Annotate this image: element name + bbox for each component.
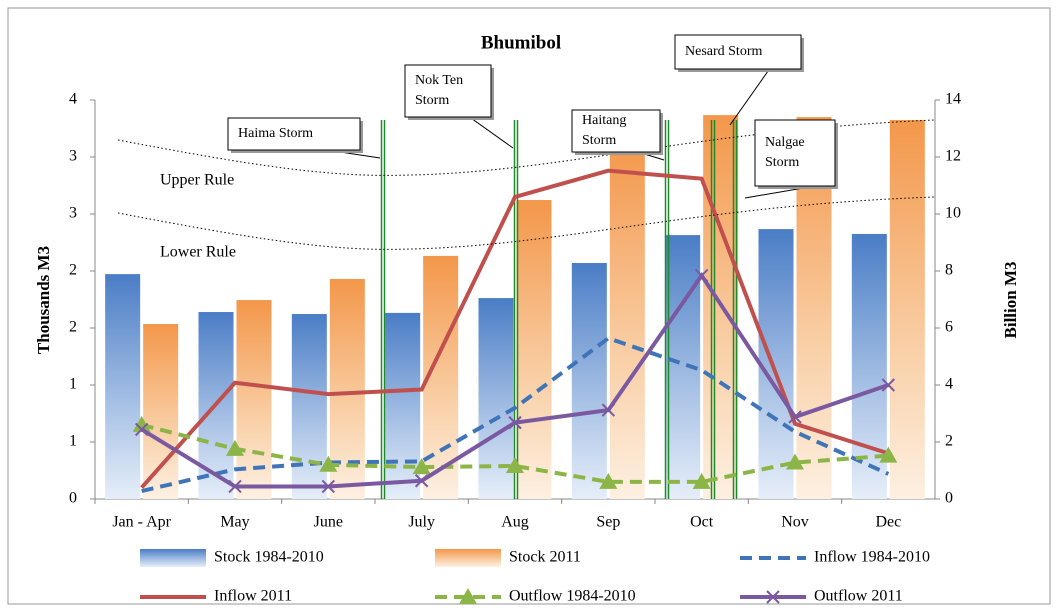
legend-marker [766, 590, 780, 604]
legend-label: Inflow 2011 [214, 588, 292, 605]
storm-label: Storm [582, 133, 616, 148]
bar [291, 314, 327, 499]
x-tick-label: Sep [596, 514, 620, 531]
marker [228, 479, 242, 494]
y2-tick-label: 2 [945, 433, 953, 450]
y2-tick-label: 6 [945, 319, 953, 336]
legend-swatch [435, 549, 501, 567]
x-tick-label: Jan - Apr [112, 514, 171, 531]
legend-label: Inflow 1984-2010 [814, 549, 930, 566]
x-tick-label: Oct [690, 514, 714, 531]
x-tick-label: June [314, 514, 343, 531]
storm-label: Storm [415, 93, 449, 108]
callout-box [674, 34, 802, 70]
x-tick-label: Nov [781, 514, 809, 531]
marker [692, 472, 711, 489]
marker [599, 472, 618, 489]
y2-tick-label: 8 [945, 262, 953, 279]
y-tick-label: 3 [69, 148, 77, 165]
bar [889, 119, 925, 499]
y-tick-label: 0 [69, 490, 77, 507]
x-tick-label: Aug [501, 514, 529, 531]
legend-marker [459, 588, 477, 604]
y2-tick-label: 12 [945, 148, 961, 165]
y-tick-label: 1 [69, 376, 77, 393]
marker [321, 479, 336, 494]
callout-box [754, 119, 836, 187]
y-axis-title: Thousands M3 [34, 246, 53, 354]
rule-label: Upper Rule [160, 172, 234, 189]
y-tick-label: 4 [69, 91, 77, 108]
y2-axis-title: Billion M3 [1001, 262, 1020, 339]
callout-box [571, 109, 661, 153]
legend-label: Outflow 1984-2010 [509, 588, 636, 605]
storm-callout: Nalgae Storm [744, 119, 838, 199]
y2-tick-label: 4 [945, 376, 953, 393]
line [141, 422, 889, 484]
bar [105, 274, 141, 499]
plot [90, 99, 940, 504]
marker [226, 439, 244, 456]
marker [412, 458, 431, 475]
bar [478, 298, 514, 499]
storm-label: Storm [765, 155, 799, 170]
marker [319, 455, 338, 472]
marker [134, 422, 149, 437]
marker [601, 403, 616, 417]
storm-callout: Haima Storm [227, 117, 381, 159]
y2-tick-label: 14 [945, 91, 961, 108]
y-tick-label: 2 [69, 319, 77, 336]
bar [143, 324, 179, 499]
callout-pointer [729, 68, 770, 126]
marker [788, 410, 802, 424]
marker [694, 268, 709, 283]
legend-label: Stock 2011 [509, 549, 581, 566]
storm-callout: Nok Ten Storm [404, 64, 514, 149]
marker [879, 446, 898, 463]
y-tick-label: 1 [69, 433, 77, 450]
bar [236, 300, 272, 499]
callout-box [404, 64, 492, 118]
line [140, 168, 889, 489]
legend-label: Outflow 2011 [814, 588, 903, 605]
marker [508, 415, 522, 430]
bar [571, 263, 607, 499]
marker [414, 474, 429, 488]
y2-tick-label: 10 [945, 205, 961, 222]
y-tick-label: 2 [69, 262, 77, 279]
marker [881, 378, 896, 392]
line [141, 336, 890, 493]
storm-label: Nok Ten [415, 73, 463, 88]
upper-rule-curve [117, 119, 936, 176]
marker [506, 456, 524, 473]
storm-label: Haitang [582, 113, 626, 128]
storm-label: Nesard Storm [685, 44, 762, 59]
bar [609, 141, 645, 500]
bar [516, 200, 552, 499]
chart-title: Bhumibol [481, 32, 561, 53]
y2-tick-label: 0 [945, 490, 953, 507]
x-tick-label: May [220, 514, 249, 531]
callout-box [227, 117, 361, 151]
storm-label: Haima Storm [238, 126, 313, 141]
storm-callout: Nesard Storm [674, 34, 804, 126]
legend-label: Stock 1984-2010 [214, 549, 324, 566]
callout-pointer [469, 116, 514, 149]
storm-callout: Haitang Storm [571, 109, 665, 161]
bar [758, 229, 794, 500]
rule-label: Lower Rule [160, 244, 236, 261]
legend-swatch [140, 549, 206, 567]
marker [786, 453, 804, 470]
x-tick-label: Dec [875, 514, 901, 531]
x-tick-label: July [408, 514, 435, 531]
storm-label: Nalgae [765, 135, 805, 150]
lower-rule-curve [117, 196, 936, 250]
y-tick-label: 3 [69, 205, 77, 222]
marker [132, 415, 151, 432]
